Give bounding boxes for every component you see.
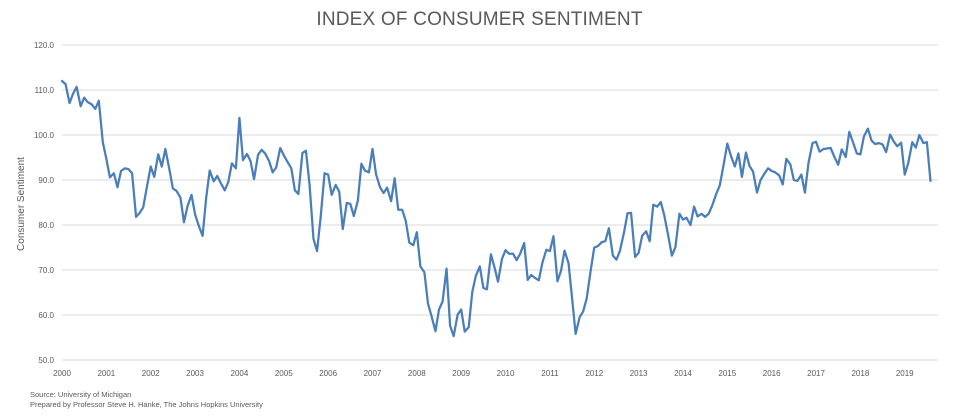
y-tick-label: 70.0 xyxy=(38,266,54,275)
y-axis-label: Consumer Sentiment xyxy=(16,157,27,251)
x-tick-label: 2007 xyxy=(364,369,382,378)
y-tick-label: 80.0 xyxy=(38,221,54,230)
x-tick-label: 2011 xyxy=(541,369,559,378)
y-tick-label: 110.0 xyxy=(35,86,55,95)
x-tick-label: 2016 xyxy=(763,369,781,378)
prepared-by-note: Prepared by Professor Steve H. Hanke, Th… xyxy=(30,400,263,409)
x-tick-label: 2002 xyxy=(142,369,160,378)
x-tick-label: 2008 xyxy=(408,369,426,378)
x-tick-label: 2017 xyxy=(807,369,825,378)
x-tick-label: 2012 xyxy=(585,369,603,378)
series-lines xyxy=(60,79,932,338)
y-tick-label: 90.0 xyxy=(38,176,54,185)
x-tick-label: 2019 xyxy=(896,369,914,378)
x-tick-label: 2015 xyxy=(718,369,736,378)
x-tick-label: 2013 xyxy=(630,369,648,378)
y-axis-ticks: 50.0 60.0 70.0 80.0 90.0 100.0 110.0 120.0 xyxy=(34,41,55,365)
x-axis-ticks: 2000 2001 2002 2003 2004 2005 2006 2007 2008 2009… xyxy=(53,369,914,378)
y-tick-label: 50.0 xyxy=(38,356,54,365)
source-note: Source: University of Michigan xyxy=(30,390,132,399)
x-tick-label: 2000 xyxy=(53,369,71,378)
y-tick-label: 120.0 xyxy=(34,41,55,50)
x-tick-label: 2001 xyxy=(97,369,115,378)
x-tick-label: 2009 xyxy=(452,369,470,378)
x-tick-label: 2014 xyxy=(674,369,692,378)
series-line-0 xyxy=(60,79,932,338)
y-tick-label: 100.0 xyxy=(34,131,55,140)
chart-title: INDEX OF CONSUMER SENTIMENT xyxy=(316,9,643,30)
x-tick-label: 2010 xyxy=(497,369,515,378)
x-tick-label: 2006 xyxy=(319,369,337,378)
x-tick-label: 2005 xyxy=(275,369,293,378)
x-tick-label: 2003 xyxy=(186,369,204,378)
y-tick-label: 60.0 xyxy=(38,311,54,320)
x-tick-label: 2004 xyxy=(231,369,249,378)
x-tick-label: 2018 xyxy=(851,369,869,378)
